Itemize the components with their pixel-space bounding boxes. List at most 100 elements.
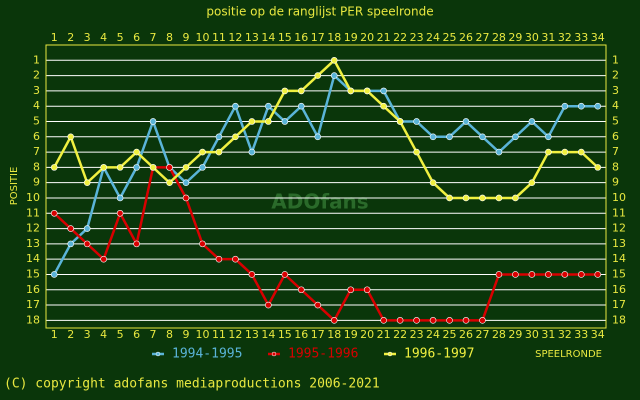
x-tick-label: 6 xyxy=(133,328,140,341)
point xyxy=(446,133,453,141)
point xyxy=(182,194,190,202)
point xyxy=(100,255,107,263)
x-tick-label: 33 xyxy=(574,328,588,341)
point xyxy=(429,133,437,141)
point xyxy=(495,194,503,202)
point xyxy=(413,118,420,125)
x-tick-label: 5 xyxy=(117,328,124,341)
point xyxy=(133,148,140,156)
y-tick-label: 5 xyxy=(33,114,40,127)
x-tick-label-top: 30 xyxy=(525,31,539,44)
y-tick-label: 17 xyxy=(26,298,40,311)
x-tick-label-top: 18 xyxy=(327,31,341,44)
x-tick-label-top: 22 xyxy=(393,31,407,44)
series-line xyxy=(53,166,598,323)
point xyxy=(67,225,75,232)
point xyxy=(347,286,355,294)
y-tick-label-right: 1 xyxy=(612,53,619,66)
point xyxy=(116,164,124,171)
x-tick-label: 10 xyxy=(195,328,209,341)
x-tick-label-top: 10 xyxy=(195,31,209,44)
point xyxy=(133,240,140,248)
y-tick-label: 15 xyxy=(26,267,40,280)
point xyxy=(50,209,58,217)
x-tick-label: 26 xyxy=(459,328,473,341)
legend-label: 1995-1996 xyxy=(288,347,358,362)
x-tick-label-top: 5 xyxy=(117,31,124,44)
x-tick-label: 2 xyxy=(67,328,74,341)
x-tick-label: 19 xyxy=(344,328,358,341)
point xyxy=(248,148,256,156)
y-tick-label: 7 xyxy=(33,145,40,158)
x-tick-label: 11 xyxy=(212,328,226,341)
legend-label: 1994-1995 xyxy=(172,347,242,362)
point xyxy=(314,301,322,309)
legend-marker xyxy=(387,351,393,357)
x-tick-label: 29 xyxy=(508,328,522,341)
x-tick-label-top: 17 xyxy=(311,31,325,44)
x-tick-label-top: 8 xyxy=(166,31,173,44)
x-tick-label-top: 11 xyxy=(212,31,226,44)
x-tick-label-top: 3 xyxy=(84,31,91,44)
point xyxy=(594,271,602,278)
x-tick-label: 30 xyxy=(525,328,539,341)
x-tick-label: 22 xyxy=(393,328,407,341)
y-tick-label-right: 15 xyxy=(612,267,626,280)
x-tick-label: 15 xyxy=(278,328,292,341)
point xyxy=(297,286,305,294)
x-tick-label-top: 2 xyxy=(67,31,74,44)
legend-marker xyxy=(271,351,277,357)
x-tick-label: 23 xyxy=(410,328,424,341)
point xyxy=(100,164,107,171)
point xyxy=(396,118,404,125)
y-tick-label-right: 4 xyxy=(612,99,619,112)
x-tick-label-top: 31 xyxy=(541,31,555,44)
point xyxy=(545,148,552,156)
point xyxy=(199,148,206,156)
x-tick-label-top: 32 xyxy=(558,31,572,44)
point xyxy=(83,225,91,232)
point xyxy=(528,271,536,278)
y-tick-label: 10 xyxy=(26,191,40,204)
point xyxy=(594,164,602,171)
point xyxy=(133,164,140,171)
x-tick-label: 14 xyxy=(261,328,275,341)
y-tick-label-right: 7 xyxy=(612,145,619,158)
point xyxy=(577,271,585,278)
point xyxy=(215,133,223,141)
x-tick-label-top: 19 xyxy=(344,31,358,44)
y-tick-label-right: 10 xyxy=(612,191,626,204)
point xyxy=(512,194,519,202)
x-tick-label: 9 xyxy=(183,328,190,341)
x-tick-label-top: 26 xyxy=(459,31,473,44)
y-tick-label-right: 6 xyxy=(612,130,619,143)
point xyxy=(380,102,387,110)
point xyxy=(429,179,437,186)
point xyxy=(330,317,338,324)
x-tick-label: 3 xyxy=(84,328,91,341)
x-tick-label-top: 4 xyxy=(100,31,107,44)
chart-title: positie op de ranglijst PER speelronde xyxy=(206,5,433,19)
point xyxy=(363,87,371,95)
point xyxy=(561,271,569,278)
point xyxy=(495,271,503,278)
y-tick-label-right: 18 xyxy=(612,313,626,326)
point xyxy=(512,133,519,141)
point xyxy=(116,194,124,202)
point xyxy=(462,194,470,202)
x-tick-label-top: 28 xyxy=(492,31,506,44)
point xyxy=(396,317,404,324)
y-tick-label: 13 xyxy=(26,237,40,250)
x-tick-label-top: 33 xyxy=(574,31,588,44)
point xyxy=(545,271,552,278)
point xyxy=(479,317,486,324)
point xyxy=(248,118,256,125)
point xyxy=(182,179,190,186)
point xyxy=(67,133,75,141)
point xyxy=(462,317,470,324)
point xyxy=(429,317,437,324)
point xyxy=(314,133,322,141)
plot-frame xyxy=(45,44,607,329)
x-tick-label-top: 24 xyxy=(426,31,440,44)
